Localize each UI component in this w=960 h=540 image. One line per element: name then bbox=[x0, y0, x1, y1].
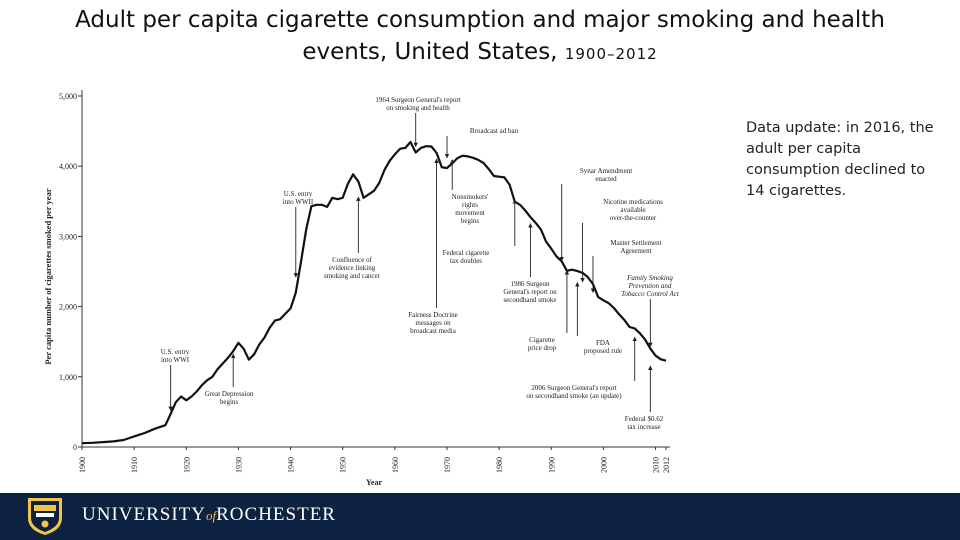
x-tick-label: 1920 bbox=[182, 457, 191, 473]
data-update-note: Data update: in 2016, the adult per capi… bbox=[746, 120, 934, 199]
x-tick-label: 2000 bbox=[599, 457, 608, 473]
annotation-label: Fairness Doctrine messages on broadcast me… bbox=[408, 311, 458, 335]
slide-title-years: 1900–2012 bbox=[564, 45, 658, 63]
x-tick-label: 2010 bbox=[652, 457, 661, 473]
y-tick-label: 4,000 bbox=[59, 162, 77, 171]
annotation-label: Broadcast ad ban bbox=[470, 127, 519, 135]
x-tick-label: 1990 bbox=[547, 457, 556, 473]
y-tick-label: 1,000 bbox=[59, 373, 77, 382]
annotation-label: Confluence of evidence linking smoking and… bbox=[324, 256, 381, 280]
x-tick-label: 1900 bbox=[78, 457, 87, 473]
y-tick-label: 2,000 bbox=[59, 303, 77, 312]
x-tick-label: 1980 bbox=[495, 457, 504, 473]
annotation-label: Synar Amendment enacted bbox=[580, 167, 632, 183]
y-tick-label: 0 bbox=[73, 443, 77, 452]
x-tick-label: 1950 bbox=[339, 457, 348, 473]
annotation-label: FDA proposed rule bbox=[584, 339, 622, 355]
annotation-label: 1964 Surgeon General's report on smoking … bbox=[375, 96, 460, 112]
annotation-label: Master Settlement Agreement bbox=[610, 239, 661, 255]
consumption-line bbox=[81, 140, 667, 445]
x-tick-label: 1910 bbox=[130, 457, 139, 473]
annotation-label: 1986 Surgeon General's report on secondhan… bbox=[503, 280, 557, 304]
slide-title-line2: events, United States, 1900–2012 bbox=[0, 36, 960, 70]
annotation-label: U.S. entry into WWI bbox=[161, 348, 190, 364]
annotation-label: Nonsmokers' rights movement begins bbox=[452, 193, 489, 225]
annotation-label: Federal cigarette tax doubles bbox=[443, 249, 490, 265]
wordmark-of: of bbox=[206, 508, 217, 523]
university-footer-bar: UNIVERSITYofROCHESTER bbox=[0, 493, 960, 540]
slide-title-text: events, United States, bbox=[302, 39, 558, 65]
y-axis-label: Per capita number of cigarettes smoked p… bbox=[43, 188, 53, 364]
x-tick-label: 1930 bbox=[234, 457, 243, 473]
annotation-label: Great Depression begins bbox=[205, 390, 254, 406]
x-tick-label: 2012 bbox=[662, 457, 671, 473]
x-tick-label: 1940 bbox=[287, 457, 296, 473]
annotation-label: Cigarette price drop bbox=[528, 336, 557, 352]
x-tick-label: 1960 bbox=[391, 457, 400, 473]
wordmark-rochester: ROCHESTER bbox=[216, 504, 336, 525]
y-tick-label: 5,000 bbox=[59, 92, 77, 101]
slide-title: Adult per capita cigarette consumption a… bbox=[0, 4, 960, 70]
x-tick-label: 1970 bbox=[443, 457, 452, 473]
annotation-label: Nicotine medications available over-the-co… bbox=[603, 198, 663, 222]
annotation-label: Federal $0.62 tax increase bbox=[625, 415, 664, 431]
annotation-label: 2006 Surgeon General's report on secondha… bbox=[526, 384, 622, 400]
annotation-label: Family Smoking Prevention and Tobacco Cont… bbox=[621, 274, 680, 298]
x-axis-label: Year bbox=[366, 478, 382, 487]
slide-title-line1: Adult per capita cigarette consumption a… bbox=[75, 7, 885, 33]
university-wordmark: UNIVERSITYofROCHESTER bbox=[82, 504, 336, 526]
y-tick-label: 3,000 bbox=[59, 232, 77, 241]
annotation-label: U.S. entry into WWII bbox=[283, 190, 314, 206]
wordmark-university: UNIVERSITY bbox=[82, 504, 206, 525]
university-seal-icon bbox=[28, 498, 62, 535]
